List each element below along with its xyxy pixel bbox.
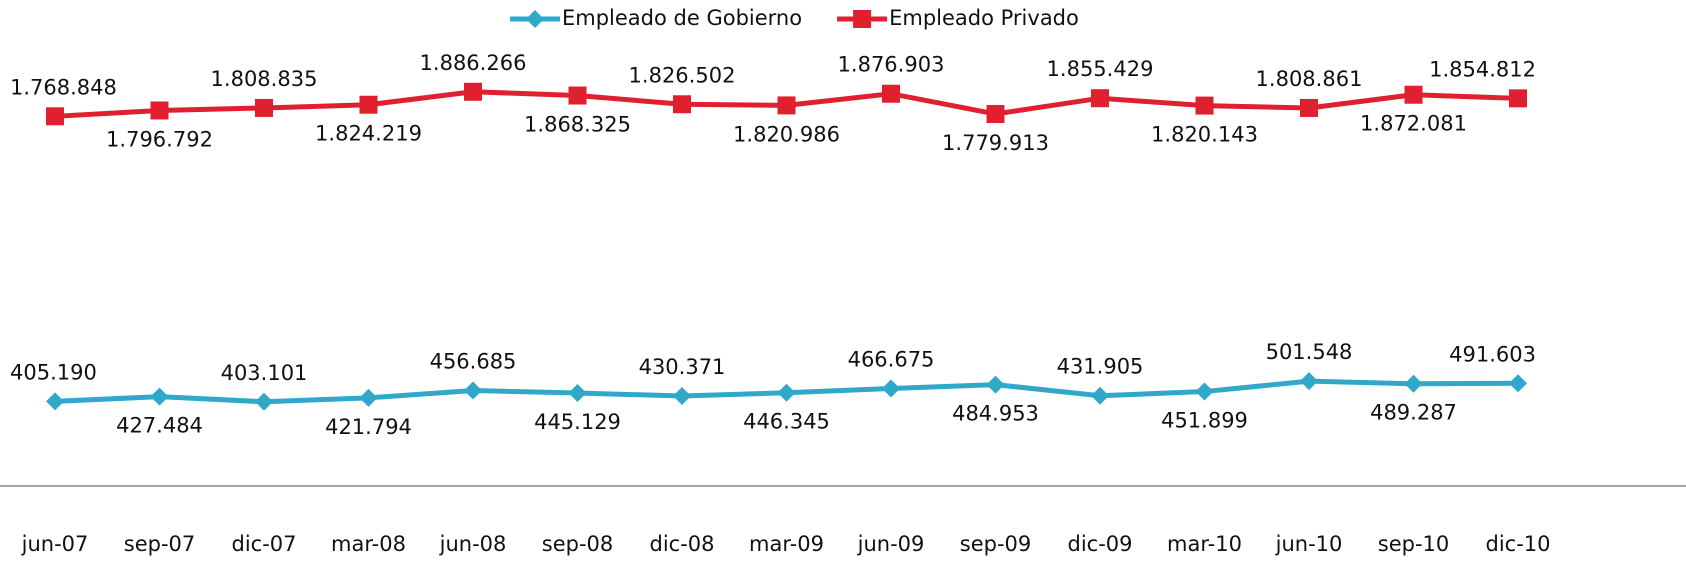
point-marker [46,392,64,411]
point-marker [986,104,1005,123]
point-marker [986,375,1005,394]
data-label: 1.820.143 [1151,123,1258,147]
x-tick-label: sep-08 [542,532,614,556]
point-marker [255,98,273,117]
point-marker [150,387,169,406]
point-marker [1195,382,1214,401]
legend-label: Empleado de Gobierno [562,6,802,30]
data-label: 1.872.081 [1360,112,1467,136]
data-label: 431.905 [1057,355,1144,379]
x-tick-label: sep-09 [960,532,1032,556]
data-label: 489.287 [1370,401,1457,425]
legend-marker [853,10,872,28]
point-marker [1300,372,1318,391]
data-label: 491.603 [1449,342,1536,366]
point-marker [777,96,796,115]
data-label: 451.899 [1161,409,1248,433]
point-marker [464,381,482,400]
point-marker [1300,98,1318,117]
legend-label: Empleado Privado [889,6,1079,30]
x-tick-label: dic-10 [1485,532,1550,556]
point-marker [568,383,587,402]
point-marker [1091,386,1109,405]
data-label: 484.953 [952,402,1039,426]
point-marker [568,86,587,105]
point-marker [1195,96,1214,115]
x-tick-label: sep-10 [1378,532,1450,556]
data-label: 430.371 [639,355,726,379]
data-label: 427.484 [116,414,203,438]
data-label: 1.808.835 [211,67,318,91]
data-label: 466.675 [848,347,935,371]
point-marker [359,388,378,407]
x-tick-label: sep-07 [124,532,196,556]
data-label: 445.129 [534,410,621,434]
x-tick-label: jun-10 [1275,532,1343,556]
data-label: 403.101 [221,361,308,385]
data-label: 1.808.861 [1256,67,1363,91]
x-tick-label: dic-09 [1067,532,1132,556]
point-marker [1091,89,1109,108]
data-label: 1.868.325 [524,113,631,137]
point-marker [464,82,482,101]
point-marker [255,392,273,411]
x-tick-label: dic-07 [231,532,296,556]
point-marker [1404,374,1423,393]
point-marker [359,95,378,114]
x-tick-label: mar-08 [331,532,406,556]
point-marker [673,95,691,114]
data-label: 1.768.848 [10,75,117,99]
data-label: 421.794 [325,415,412,439]
point-marker [1509,374,1527,393]
data-label: 1.820.986 [733,122,840,146]
point-marker [882,379,900,398]
point-marker [150,101,169,120]
data-label: 456.685 [430,350,517,374]
data-label: 446.345 [743,410,830,434]
data-label: 1.796.792 [106,127,213,151]
point-marker [1404,85,1423,104]
data-label: 501.548 [1266,340,1353,364]
x-tick-label: dic-08 [649,532,714,556]
data-label: 1.854.812 [1429,57,1536,81]
x-tick-label: mar-09 [749,532,824,556]
data-label: 1.779.913 [942,131,1049,155]
legend-marker [526,10,544,28]
point-marker [673,387,691,406]
point-marker [1509,89,1527,108]
x-tick-label: jun-07 [21,532,89,556]
data-label: 1.855.429 [1047,57,1154,81]
data-label: 1.824.219 [315,122,422,146]
point-marker [46,107,64,126]
point-marker [882,84,900,103]
data-label: 1.826.502 [629,63,736,87]
x-tick-label: jun-08 [439,532,507,556]
x-tick-label: jun-09 [857,532,925,556]
data-label: 1.886.266 [420,51,527,75]
data-label: 405.190 [10,360,97,384]
point-marker [777,383,796,402]
x-tick-label: mar-10 [1167,532,1242,556]
data-label: 1.876.903 [838,53,945,77]
